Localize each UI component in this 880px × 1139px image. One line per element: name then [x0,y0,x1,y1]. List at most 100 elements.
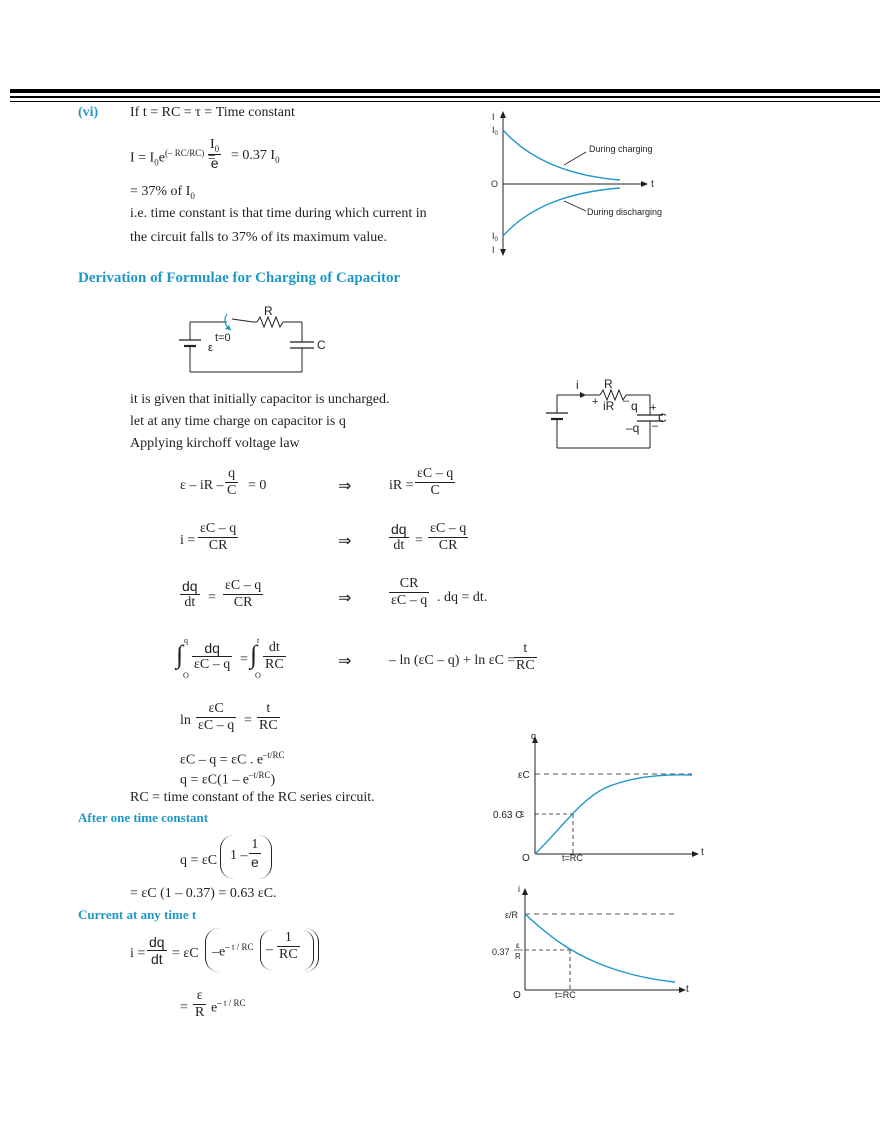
current-vs-time-graph: i ε/R 0.37 ε R O t=RC t [492,884,689,1001]
eq-exponent: (– RC/RC) [164,148,205,158]
resistor-label: R [264,304,273,318]
integral-sign-2: ∫ [250,640,258,669]
eq2r-frac2: εC – q CR [428,521,469,553]
cur-minus: – [266,942,273,957]
frac-num: I0 [210,137,220,154]
eq4-eq: = [240,652,248,667]
axis-i0-top: I0 [492,125,499,137]
eq4r-frac: t RC [514,641,537,673]
eq-e: e [158,150,165,166]
eq-rhs: = 0.37 I0 [231,148,280,165]
p63-eps: ε [520,809,525,820]
eq5-frac1: εC εC – q [196,701,237,733]
p37-label: 0.37 [492,947,510,957]
eq3r-right: . dq = dt. [437,590,488,605]
current-equation: I = I0e(– RC/RC) = [130,148,216,167]
eq4-frac1: dq εC – q [192,640,233,672]
eq2-frac: εC – q CR [198,521,239,553]
resistor-r-label: R [604,377,613,391]
cur-e: e– t / RC [211,998,246,1016]
eq6: εC – q = εC . e–t/RC [180,750,285,768]
cur-frac1: dq dt [147,934,167,967]
i-axis-label: i [518,884,520,894]
axis-t-label: t [651,179,654,190]
cur-eq: = [180,1000,188,1015]
rc-circuit-kvl: i R + iR – q + –q – C [546,377,667,449]
eq-lhs: I = I [130,150,155,166]
er-label: ε/R [505,910,519,920]
origin-label: O [491,179,498,189]
i-trc: t=RC [555,990,576,1000]
eq1-right: = 0 [248,478,267,493]
capacitor-c-label: C [658,411,667,425]
eq5-ln: ln [180,713,191,728]
i-t-axis: t [686,984,689,995]
p63-label: 0.63 C [493,810,522,821]
cur-inner-paren [260,930,314,970]
eq8: RC = time constant of the RC series circ… [130,790,375,805]
integral-sign-1: ∫ [176,640,184,669]
eq7: q = εC(1 – e–t/RC) [180,770,276,788]
q-t-axis: t [701,847,704,858]
after-paren [220,835,272,879]
charging-discharging-graph: I I0 O t I0 I During charging During dis… [491,111,662,256]
q-axis-label: q [531,731,536,741]
int2-lower: O [255,671,261,680]
intro-line-3: Applying kirchoff voltage law [130,436,300,451]
eq5-frac2: t RC [257,701,280,733]
eq3-frac2: εC – q CR [223,578,264,610]
axis-i-bottom: I [492,245,495,255]
current-curve [524,913,676,983]
plus-cap: + [650,402,656,414]
eq2r-frac1: dq dt [389,521,409,553]
rc-circuit-switch: R t=0 ε C [179,304,326,373]
q-label: q [631,399,638,413]
cur-outer-paren [205,928,319,972]
int1-upper: q [184,636,188,645]
eq-sub: 0 [154,157,159,168]
ec-label: εC [518,770,530,781]
switch-label: t=0 [215,332,231,344]
after-result: = εC (1 – 0.37) = 0.63 εC. [130,886,277,901]
eq1-left: ε – iR – [180,478,224,493]
ir-label: iR [603,399,615,413]
current-heading: Current at any time t [78,907,197,922]
label-during-discharging: During discharging [587,207,662,217]
eq5-eq: = [244,713,252,728]
item-label-vi: (vi) [78,105,99,120]
i-origin: O [513,990,521,1001]
emf-label: ε [208,342,213,354]
p37-den: R [515,952,521,961]
minus-right: – [623,395,630,407]
header-rule-thick [10,89,880,93]
minus-q-label: –q [626,421,639,435]
charging-curve [502,129,621,181]
eq2-left: i = [180,533,196,548]
int2-upper: t [257,636,260,645]
int1-lower: O [183,671,189,680]
cur-mid: = εC [172,946,199,961]
time-constant-line: If t = RC = τ = Time constant [130,105,295,120]
after-left: q = εC [180,853,218,868]
explanation-line-2: the circuit falls to 37% of its maximum … [130,230,387,245]
intro-line-2: let at any time charge on capacitor is q [130,414,346,429]
eq3-frac1: dq dt [180,578,200,610]
implies-arrow-3: ⇒ [338,590,352,607]
eq1r-left: iR = [389,478,414,493]
label-during-charging: During charging [589,144,653,154]
percent-line: = 37% of I0 [130,184,195,201]
minus-cap: – [652,420,659,432]
intro-line-1: it is given that initially capacitor is … [130,392,390,407]
p37-num: ε [516,941,520,950]
eq3-eq: = [208,590,216,605]
plus-left: + [592,396,598,408]
discharging-curve [502,187,621,237]
header-rule-mid [10,96,880,98]
cur-neg-e: –e– t / RC [212,942,254,960]
q-trc: t=RC [562,853,583,863]
q-origin: O [522,853,530,864]
charge-vs-time-graph: q εC 0.63 C ε O t=RC t [493,731,704,864]
axis-i0-bottom: I0 [492,231,499,243]
